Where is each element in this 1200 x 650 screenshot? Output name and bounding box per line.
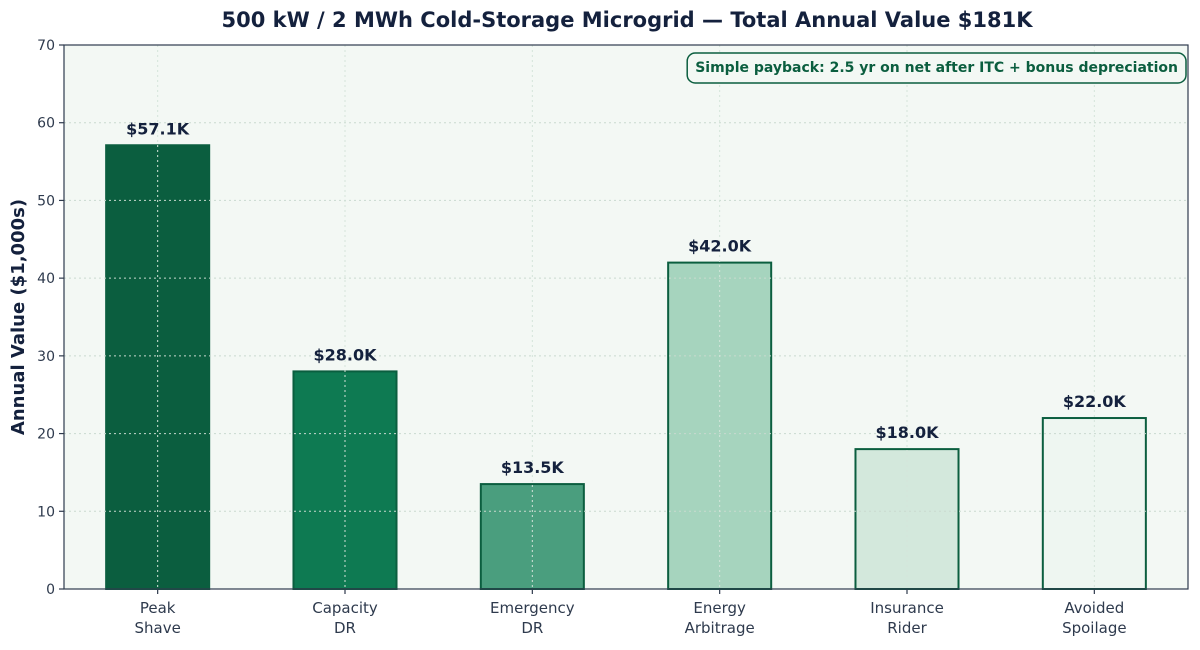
gridlines [64,45,1188,589]
y-tick-label: 0 [46,582,55,598]
x-tick-label: Arbitrage [685,619,755,637]
bar-value-label: $22.0K [1063,392,1127,411]
x-tick-label: DR [521,619,543,637]
annotation-text: Simple payback: 2.5 yr on net after ITC … [695,60,1178,76]
bar-value-label: $57.1K [126,119,190,138]
x-tick-label: Spoilage [1062,619,1127,637]
plot-area [64,45,1188,589]
x-tick-label: Shave [135,619,181,637]
plot-frame [63,44,1189,590]
annotation-box [686,52,1187,84]
y-tick-label: 50 [37,193,55,209]
bar [1041,417,1147,590]
bar-value-label: $13.5K [501,458,565,477]
x-tick-label: Avoided [1064,599,1124,617]
y-tick-label: 60 [37,116,55,132]
x-tick-label: Emergency [490,599,575,617]
x-tick-label: DR [334,619,356,637]
y-tick-label: 10 [37,504,55,520]
x-tick-label: Peak [140,599,176,617]
bar-value-label: $18.0K [875,423,939,442]
bar-value-label: $28.0K [313,345,377,364]
x-axis: Peak Shave Capacity DR Emergency DR Energy Arbi… [135,589,1127,637]
x-tick-label: Rider [887,619,927,637]
y-tick-label: 20 [37,427,55,443]
payback-annotation: Simple payback: 2.5 yr on net after ITC … [686,52,1187,84]
chart-title: 500 kW / 2 MWh Cold-Storage Microgrid — … [221,8,1033,32]
data-labels: $57.1K $28.0K $13.5K $42.0K $18.0K $22.0K [126,119,1126,477]
x-tick-label: Insurance [870,599,944,617]
y-tick-label: 30 [37,349,55,365]
y-tick-label: 70 [37,38,55,54]
y-axis: 0 10 20 30 40 50 60 70 [37,38,64,598]
bar-value-label: $42.0K [688,237,752,256]
x-tick-label: Energy [693,599,746,617]
y-axis-title: Annual Value ($1,000s) [8,199,29,435]
y-tick-label: 40 [37,271,55,287]
x-tick-label: Capacity [312,599,378,617]
